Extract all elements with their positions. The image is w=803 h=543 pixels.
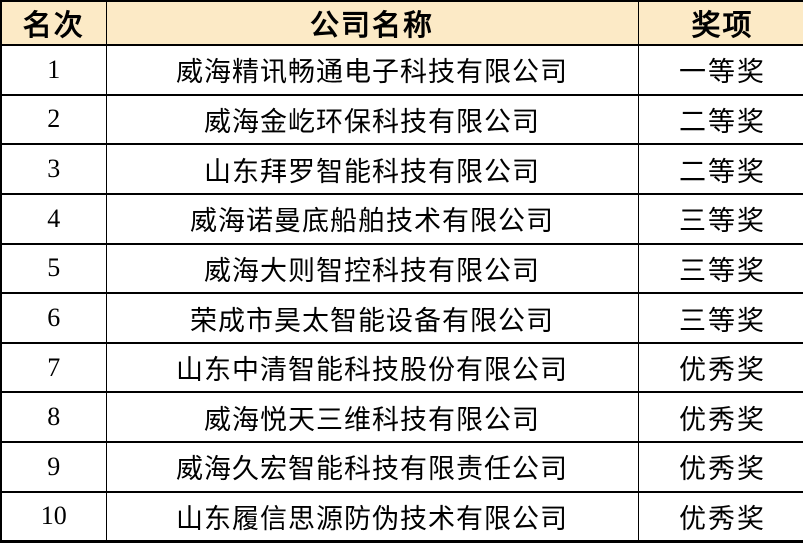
company-cell: 山东拜罗智能科技有限公司 (105, 143, 639, 195)
table-row: 9 威海久宏智能科技有限责任公司 优秀奖 (0, 441, 803, 493)
rank-cell: 10 (0, 490, 107, 543)
table-body: 1 威海精讯畅通电子科技有限公司 一等奖 2 威海金屹环保科技有限公司 二等奖 3 山东拜罗智… (0, 44, 803, 543)
award-cell: 二等奖 (637, 93, 803, 146)
company-cell: 威海精讯畅通电子科技有限公司 (105, 44, 639, 96)
company-cell: 荣成市昊太智能设备有限公司 (105, 292, 639, 344)
header-rank: 名次 (0, 0, 107, 46)
award-cell: 三等奖 (637, 242, 803, 295)
company-cell: 威海诺曼底船舶技术有限公司 (105, 192, 639, 245)
award-cell: 三等奖 (637, 292, 803, 344)
award-cell: 优秀奖 (637, 490, 803, 543)
award-cell: 三等奖 (637, 192, 803, 245)
table-row: 2 威海金屹环保科技有限公司 二等奖 (0, 93, 803, 146)
company-cell: 山东中清智能科技股份有限公司 (105, 341, 639, 394)
table-row: 5 威海大则智控科技有限公司 三等奖 (0, 242, 803, 295)
award-cell: 优秀奖 (637, 341, 803, 394)
rank-cell: 3 (0, 143, 107, 195)
header-row: 名次 公司名称 奖项 (0, 0, 803, 46)
rank-cell: 6 (0, 292, 107, 344)
company-cell: 威海悦天三维科技有限公司 (105, 391, 639, 444)
award-cell: 优秀奖 (637, 391, 803, 444)
award-cell: 一等奖 (637, 44, 803, 96)
table-row: 3 山东拜罗智能科技有限公司 二等奖 (0, 143, 803, 195)
rank-cell: 7 (0, 341, 107, 394)
company-cell: 威海久宏智能科技有限责任公司 (105, 441, 639, 493)
rank-cell: 2 (0, 93, 107, 146)
header-award: 奖项 (637, 0, 803, 46)
company-cell: 威海金屹环保科技有限公司 (105, 93, 639, 146)
rank-cell: 4 (0, 192, 107, 245)
table-row: 10 山东履信思源防伪技术有限公司 优秀奖 (0, 490, 803, 543)
rank-cell: 5 (0, 242, 107, 295)
award-cell: 优秀奖 (637, 441, 803, 493)
table-row: 7 山东中清智能科技股份有限公司 优秀奖 (0, 341, 803, 394)
table-row: 8 威海悦天三维科技有限公司 优秀奖 (0, 391, 803, 444)
company-cell: 威海大则智控科技有限公司 (105, 242, 639, 295)
table-row: 6 荣成市昊太智能设备有限公司 三等奖 (0, 292, 803, 344)
table-row: 1 威海精讯畅通电子科技有限公司 一等奖 (0, 44, 803, 96)
table-row: 4 威海诺曼底船舶技术有限公司 三等奖 (0, 192, 803, 245)
rank-cell: 1 (0, 44, 107, 96)
header-company: 公司名称 (105, 0, 639, 46)
table-header: 名次 公司名称 奖项 (0, 0, 803, 46)
rank-cell: 9 (0, 441, 107, 493)
award-cell: 二等奖 (637, 143, 803, 195)
company-cell: 山东履信思源防伪技术有限公司 (105, 490, 639, 543)
rank-cell: 8 (0, 391, 107, 444)
